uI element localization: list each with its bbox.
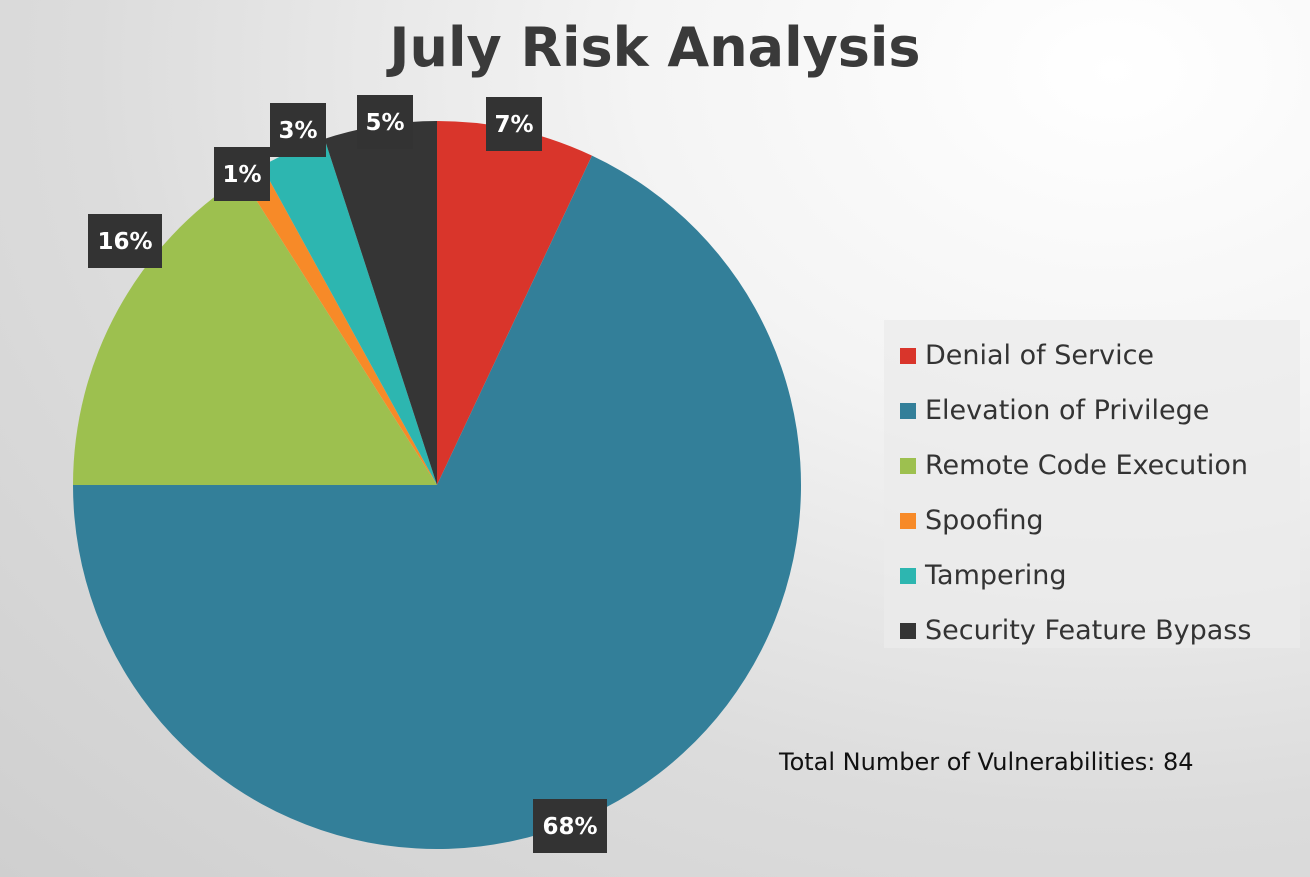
legend-item-tampering: Tampering — [900, 548, 1300, 603]
legend-label: Remote Code Execution — [925, 450, 1248, 481]
legend-swatch — [900, 622, 916, 639]
data-label-elevation-of-privilege: 68% — [533, 799, 607, 853]
data-label-spoofing: 1% — [214, 147, 270, 201]
legend-swatch — [900, 347, 916, 364]
data-label-text: 1% — [222, 162, 261, 188]
data-label-text: 5% — [365, 110, 404, 136]
data-label-remote-code-execution: 16% — [88, 214, 162, 268]
legend: Denial of Service Elevation of Privilege R… — [884, 320, 1300, 648]
legend-swatch — [900, 567, 916, 584]
legend-label: Elevation of Privilege — [925, 395, 1210, 426]
data-label-box — [214, 147, 270, 201]
pie-slice-remote-code-execution — [73, 177, 437, 485]
data-label-box — [270, 103, 326, 157]
legend-item-spoofing: Spoofing — [900, 493, 1300, 548]
legend-label: Spoofing — [925, 505, 1044, 536]
pie-slice-elevation-of-privilege — [73, 155, 801, 849]
legend-label: Tampering — [925, 560, 1067, 591]
pie-slice-tampering — [261, 138, 437, 485]
data-label-box — [486, 97, 542, 151]
legend-swatch — [900, 402, 916, 419]
data-label-tampering: 3% — [270, 103, 326, 157]
legend-swatch — [900, 457, 916, 474]
data-label-box — [533, 799, 607, 853]
pie-slice-security-feature-bypass — [324, 121, 437, 485]
legend-item-security-feature-bypass: Security Feature Bypass — [900, 603, 1300, 658]
legend-label: Denial of Service — [925, 340, 1155, 371]
legend-item-remote-code-execution: Remote Code Execution — [900, 438, 1300, 493]
chart-title: July Risk Analysis — [389, 16, 921, 79]
data-label-security-feature-bypass: 5% — [357, 95, 413, 149]
total-vulnerabilities-note: Total Number of Vulnerabilities: 84 — [779, 748, 1194, 776]
data-label-box — [357, 95, 413, 149]
legend-label: Security Feature Bypass — [925, 615, 1252, 646]
data-label-text: 3% — [278, 118, 317, 144]
data-label-box — [88, 214, 162, 268]
legend-swatch — [900, 512, 916, 529]
data-label-denial-of-service: 7% — [486, 97, 542, 151]
pie-slice-spoofing — [241, 166, 437, 485]
data-label-text: 68% — [542, 814, 597, 840]
data-label-text: 7% — [494, 112, 533, 138]
legend-item-elevation-of-privilege: Elevation of Privilege — [900, 383, 1300, 438]
data-label-text: 16% — [97, 229, 152, 255]
legend-item-denial-of-service: Denial of Service — [900, 328, 1300, 383]
pie-slice-denial-of-service — [437, 121, 592, 485]
